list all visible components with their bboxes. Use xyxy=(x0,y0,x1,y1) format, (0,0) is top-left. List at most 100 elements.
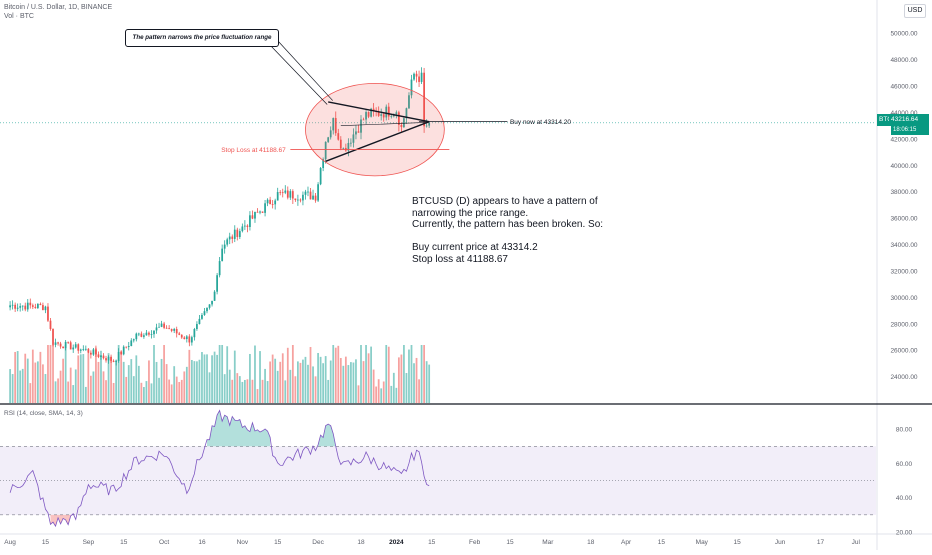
volume-bar xyxy=(403,345,405,403)
candle-body xyxy=(31,305,34,307)
volume-bar xyxy=(72,385,75,403)
volume-bar xyxy=(196,361,198,403)
candle-body xyxy=(54,342,57,345)
volume-bar xyxy=(79,354,82,403)
volume-bar xyxy=(284,380,287,403)
triangle-lower-line xyxy=(325,121,430,162)
time-tick-label: Mar xyxy=(542,539,554,546)
candle-body xyxy=(289,191,292,198)
currency-button[interactable]: USD xyxy=(904,4,926,18)
candle-body xyxy=(413,73,415,80)
candle-body xyxy=(365,112,367,120)
candle-body xyxy=(256,211,259,213)
candle-body xyxy=(251,215,254,219)
candle-body xyxy=(102,355,105,359)
volume-bar xyxy=(231,379,234,403)
candle-body xyxy=(163,323,165,328)
candle-body xyxy=(34,306,37,309)
candle-body xyxy=(185,336,188,340)
volume-bar xyxy=(387,346,390,403)
volume-bar xyxy=(190,359,193,403)
candle-body xyxy=(16,307,19,309)
volume-bar xyxy=(137,365,140,403)
candle-body xyxy=(203,311,206,315)
time-tick-label: 18 xyxy=(357,539,365,546)
volume-bar xyxy=(107,353,110,403)
candle-body xyxy=(26,302,29,310)
volume-bar xyxy=(160,358,163,403)
candle-body xyxy=(216,275,218,292)
volume-bar xyxy=(327,379,330,403)
time-tick-label: Feb xyxy=(469,539,481,546)
candle-body xyxy=(294,198,297,201)
time-tick-label: 15 xyxy=(428,539,436,546)
candle-body xyxy=(208,304,211,308)
candle-body xyxy=(307,191,309,193)
price-tick-label: 32000.00 xyxy=(890,268,917,275)
rsi-tick-label: 80.00 xyxy=(896,427,913,434)
volume-bar xyxy=(74,369,77,403)
rsi-oversold-fill xyxy=(50,514,71,527)
time-tick-label: 15 xyxy=(120,539,128,546)
candle-body xyxy=(158,326,160,328)
volume-bar xyxy=(122,361,125,403)
volume-bar xyxy=(400,354,403,403)
candle-body xyxy=(52,328,54,345)
candle-body xyxy=(143,335,145,337)
volume-bar xyxy=(413,363,415,403)
candle-body xyxy=(281,192,284,194)
candle-body xyxy=(105,358,107,361)
candle-body xyxy=(44,306,47,311)
volume-bar xyxy=(206,354,208,403)
volume-bar xyxy=(312,366,314,403)
candle-body xyxy=(397,112,400,125)
candle-body xyxy=(112,360,115,362)
volume-bar xyxy=(236,373,239,403)
volume-bar xyxy=(89,375,92,403)
price-tick-label: 38000.00 xyxy=(890,189,917,196)
candle-body xyxy=(304,191,307,195)
candle-body xyxy=(395,112,398,115)
volume-bar xyxy=(82,354,85,403)
time-tick-label: Sep xyxy=(83,539,95,546)
volume-bar xyxy=(375,386,378,403)
candle-body xyxy=(233,229,236,239)
candle-body xyxy=(312,195,314,200)
time-tick-label: 2024 xyxy=(389,539,404,546)
candle-body xyxy=(390,116,393,118)
volume-bar xyxy=(150,383,153,403)
rsi-overbought-fill xyxy=(207,410,271,447)
volume-bar xyxy=(183,371,186,403)
volume-bar xyxy=(428,364,431,403)
volume-bar xyxy=(405,373,408,403)
candle-body xyxy=(183,337,186,340)
volume-bar xyxy=(355,359,357,403)
candle-body xyxy=(170,329,173,331)
volume-bar xyxy=(44,374,47,403)
candle-body xyxy=(238,231,241,237)
volume-bar xyxy=(362,361,365,403)
candle-body xyxy=(246,225,249,227)
candle-body xyxy=(79,349,82,351)
volume-bar xyxy=(352,362,355,403)
volume-bar xyxy=(276,370,279,403)
volume-bar xyxy=(92,371,95,403)
candle-body xyxy=(218,261,221,276)
last-price-value: 43216.64 xyxy=(889,114,929,126)
candle-body xyxy=(201,314,203,319)
candle-body xyxy=(77,344,80,351)
candle-body xyxy=(347,142,350,151)
pattern-highlight-ellipse xyxy=(305,82,445,177)
candle-body xyxy=(425,125,428,127)
callout-pointer-a xyxy=(269,44,328,105)
candle-body xyxy=(188,336,191,343)
candle-body xyxy=(69,342,72,350)
candle-body xyxy=(173,328,176,331)
time-tick-label: 15 xyxy=(274,539,282,546)
volume-bar xyxy=(102,371,105,403)
volume-bar xyxy=(170,384,173,403)
callout-pointer-b xyxy=(277,40,333,101)
volume-bar xyxy=(87,353,90,403)
